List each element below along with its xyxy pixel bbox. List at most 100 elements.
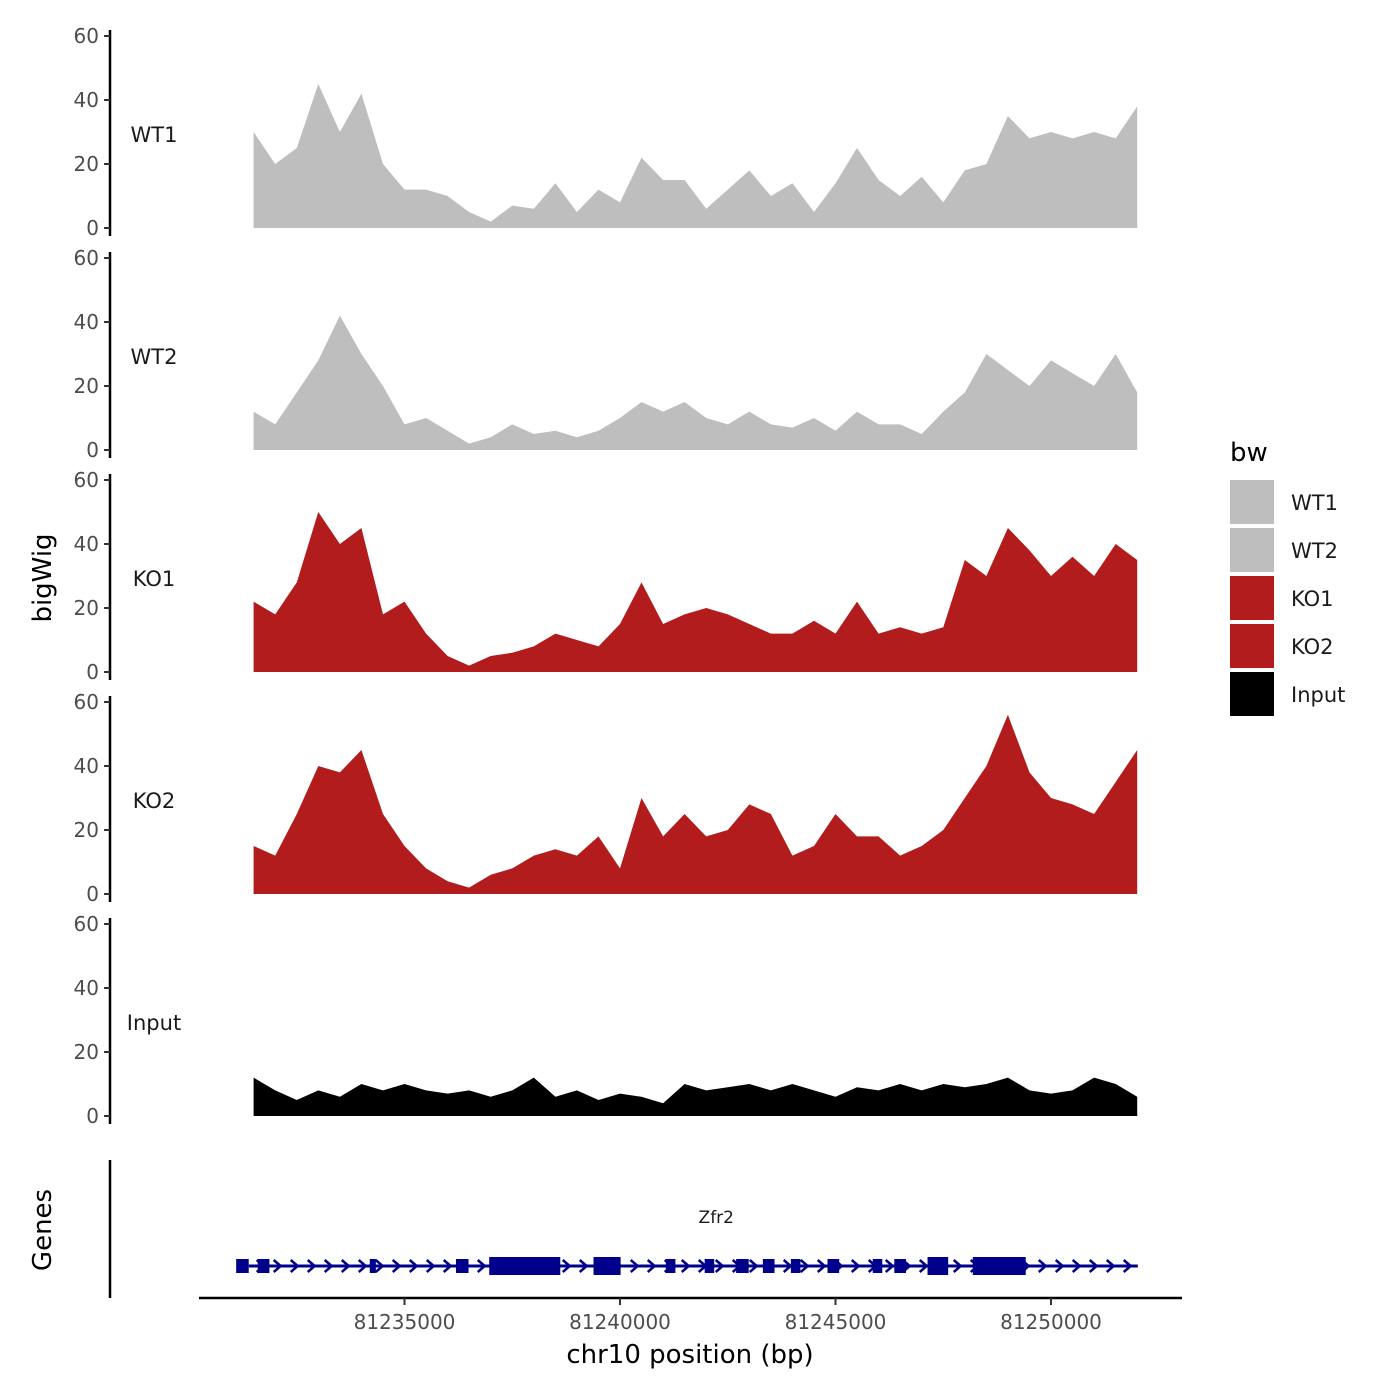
strand-arrow-icon <box>782 1259 793 1273</box>
gene-coding-exon <box>593 1257 621 1275</box>
x-tick-label: 81240000 <box>569 1310 671 1334</box>
gene-exon <box>894 1259 906 1273</box>
strand-arrow-icon <box>884 1259 895 1273</box>
gene-panel: Zfr2 <box>108 1160 1138 1298</box>
strand-arrow-icon <box>425 1259 436 1273</box>
gene-exon <box>762 1259 775 1273</box>
legend-entry-label: KO1 <box>1291 587 1334 611</box>
strand-arrow-icon <box>1054 1259 1065 1273</box>
legend-entry-label: WT1 <box>1291 491 1338 515</box>
track-panels: 0 20 40 60 WT1 0 20 40 60 WT2 0 20 40 60 KO1 0 20 40 60 KO2… <box>74 24 1138 1128</box>
strand-arrow-icon <box>1071 1259 1082 1273</box>
y-tick-label: 60 <box>74 246 99 270</box>
gene-name-label: Zfr2 <box>699 1208 734 1228</box>
track-panel-wt1: 0 20 40 60 WT1 <box>74 24 1138 240</box>
strand-arrow-icon <box>442 1259 453 1273</box>
legend-swatch <box>1230 528 1274 572</box>
y-axis-title: bigWig <box>28 533 58 622</box>
gene-exon <box>236 1259 249 1273</box>
strand-arrow-icon <box>561 1259 572 1273</box>
strand-arrow-icon <box>272 1259 283 1273</box>
gene-coding-exon <box>972 1257 1026 1275</box>
strand-arrow-icon <box>357 1259 368 1273</box>
strand-arrow-icon <box>306 1259 317 1273</box>
gene-exon <box>872 1259 883 1273</box>
strand-arrow-icon <box>1122 1259 1133 1273</box>
strand-arrow-icon <box>629 1259 640 1273</box>
gene-exon <box>827 1259 840 1273</box>
track-area-ko1 <box>253 512 1138 672</box>
y-tick-label: 40 <box>74 532 99 556</box>
legend-entry-label: KO2 <box>1291 635 1334 659</box>
track-area-wt1 <box>253 84 1138 228</box>
strand-arrow-icon <box>408 1259 419 1273</box>
strand-arrow-icon <box>816 1259 827 1273</box>
y-tick-label: 60 <box>74 690 99 714</box>
y-tick-label: 40 <box>74 976 99 1000</box>
x-tick-label: 81235000 <box>354 1310 456 1334</box>
track-label: WT1 <box>131 123 178 147</box>
track-label: KO2 <box>133 789 176 813</box>
strand-arrow-icon <box>476 1259 487 1273</box>
y-tick-label: 40 <box>74 88 99 112</box>
y-tick-label: 0 <box>86 216 99 240</box>
y-tick-label: 0 <box>86 660 99 684</box>
legend-title: bw <box>1230 438 1268 468</box>
gene-exon <box>665 1259 676 1273</box>
y-tick-label: 0 <box>86 1104 99 1128</box>
gene-exon <box>257 1259 270 1273</box>
y-tick-label: 60 <box>74 912 99 936</box>
strand-arrow-icon <box>850 1259 861 1273</box>
x-axis-title: chr10 position (bp) <box>566 1340 813 1370</box>
strand-arrow-icon <box>289 1259 300 1273</box>
y-tick-label: 20 <box>74 374 99 398</box>
gene-coding-exon <box>927 1257 949 1275</box>
gene-exon <box>369 1259 376 1273</box>
track-area-input <box>253 1077 1138 1116</box>
y-tick-label: 20 <box>74 152 99 176</box>
track-label: Input <box>127 1011 181 1035</box>
y-tick-label: 20 <box>74 818 99 842</box>
gene-coding-exon <box>489 1257 561 1275</box>
legend-swatch <box>1230 624 1274 668</box>
y-tick-label: 60 <box>74 24 99 48</box>
strand-arrow-icon <box>1105 1259 1116 1273</box>
x-tick-label: 81250000 <box>1000 1310 1102 1334</box>
track-label: KO1 <box>133 567 176 591</box>
track-label: WT2 <box>131 345 178 369</box>
track-panel-ko1: 0 20 40 60 KO1 <box>74 468 1138 684</box>
legend-swatch <box>1230 576 1274 620</box>
x-axis: 81235000 81240000 81245000 81250000 <box>199 1296 1182 1334</box>
x-tick-label: 81245000 <box>785 1310 887 1334</box>
legend-swatch <box>1230 672 1274 716</box>
strand-arrow-icon <box>578 1259 589 1273</box>
strand-arrow-icon <box>918 1259 929 1273</box>
strand-arrow-icon <box>391 1259 402 1273</box>
legend-swatch <box>1230 480 1274 524</box>
strand-arrow-icon <box>1088 1259 1099 1273</box>
strand-arrow-icon <box>714 1259 725 1273</box>
legend-entry-label: Input <box>1291 683 1345 707</box>
gene-exon <box>790 1259 801 1273</box>
strand-arrow-icon <box>799 1259 810 1273</box>
gene-exon <box>455 1259 469 1273</box>
legend: bw WT1 WT2 KO1 KO2 Input <box>1230 438 1345 716</box>
y-tick-label: 40 <box>74 754 99 778</box>
y-tick-label: 20 <box>74 1040 99 1064</box>
strand-arrow-icon <box>374 1259 385 1273</box>
track-panel-wt2: 0 20 40 60 WT2 <box>74 246 1138 462</box>
track-area-wt2 <box>253 315 1138 450</box>
strand-arrow-icon <box>646 1259 657 1273</box>
track-area-ko2 <box>253 714 1138 894</box>
y-tick-label: 40 <box>74 310 99 334</box>
strand-arrow-icon <box>748 1259 759 1273</box>
strand-arrow-icon <box>340 1259 351 1273</box>
y-tick-label: 0 <box>86 882 99 906</box>
track-panel-ko2: 0 20 40 60 KO2 <box>74 690 1138 906</box>
strand-arrow-icon <box>952 1259 963 1273</box>
y-tick-label: 20 <box>74 596 99 620</box>
legend-entry-label: WT2 <box>1291 539 1338 563</box>
strand-arrow-icon <box>323 1259 334 1273</box>
strand-arrow-icon <box>680 1259 691 1273</box>
